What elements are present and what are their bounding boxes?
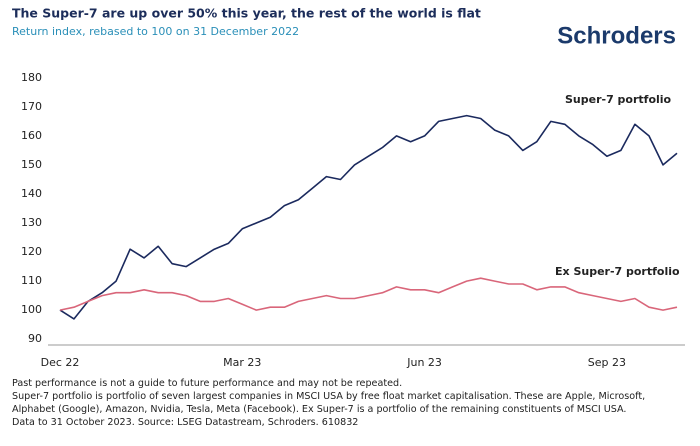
chart-subtitle: Return index, rebased to 100 on 31 Decem…: [12, 25, 299, 38]
y-tick-label: 140: [21, 187, 42, 200]
y-tick-label: 150: [21, 158, 42, 171]
x-tick-label: Sep 23: [588, 356, 626, 369]
series-line: [59, 277, 678, 311]
footnote: Past performance is not a guide to futur…: [12, 378, 402, 389]
y-tick-label: 160: [21, 129, 42, 142]
footnote: Super-7 portfolio is portfolio of seven …: [12, 391, 645, 402]
y-tick-label: 180: [21, 71, 42, 84]
y-tick-label: 100: [21, 303, 42, 316]
series-line: [59, 114, 678, 320]
y-tick-label: 90: [28, 332, 42, 345]
series-label: Ex Super-7 portfolio: [555, 265, 680, 278]
series-label: Super-7 portfolio: [565, 93, 672, 106]
x-tick-label: Mar 23: [223, 356, 261, 369]
x-tick-label: Dec 22: [41, 356, 80, 369]
y-tick-label: 120: [21, 245, 42, 258]
chart-title: The Super-7 are up over 50% this year, t…: [12, 6, 481, 21]
y-tick-label: 130: [21, 216, 42, 229]
logo: Schroders: [557, 22, 676, 49]
footnote: Alphabet (Google), Amazon, Nvidia, Tesla…: [12, 404, 626, 415]
footnote: Data to 31 October 2023. Source: LSEG Da…: [12, 417, 358, 428]
x-tick-label: Jun 23: [406, 356, 442, 369]
y-tick-label: 110: [21, 274, 42, 287]
y-tick-label: 170: [21, 100, 42, 113]
